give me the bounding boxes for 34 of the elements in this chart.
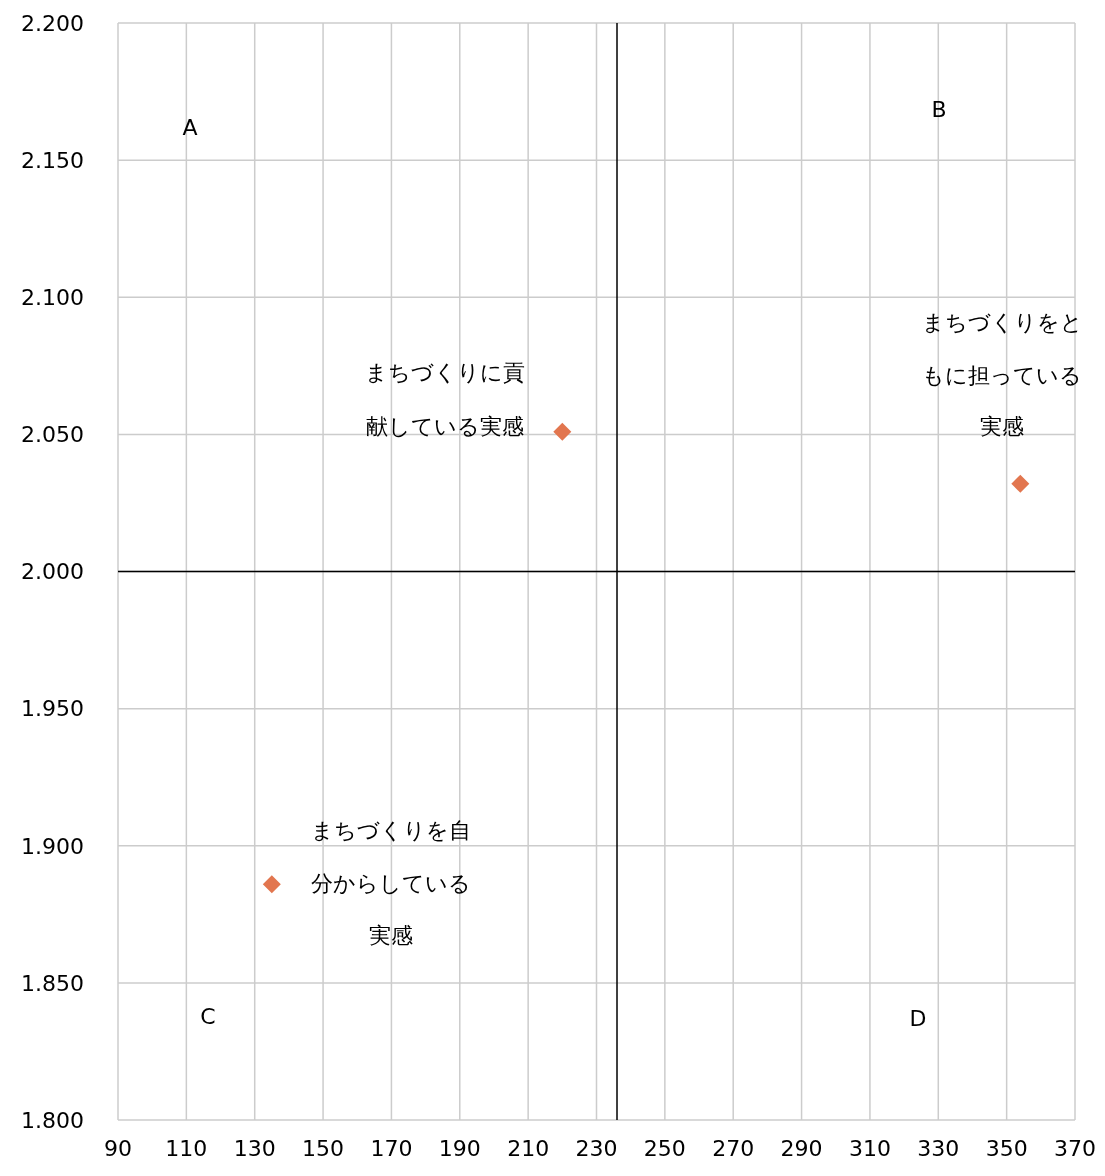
x-tick-label: 230 — [575, 1135, 618, 1161]
x-tick-label: 330 — [917, 1135, 960, 1161]
x-tick-label: 310 — [848, 1135, 891, 1161]
y-tick-label: 2.050 — [21, 422, 84, 448]
y-tick-label: 2.150 — [21, 147, 84, 173]
y-tick-label: 2.000 — [21, 559, 84, 585]
x-tick-label: 110 — [165, 1135, 208, 1161]
x-tick-label: 190 — [438, 1135, 481, 1161]
annotation: D — [908, 1005, 928, 1033]
text: まちづくりを自分からしている実感 — [310, 818, 471, 949]
x-tick-label: 370 — [1054, 1135, 1096, 1161]
y-tick-label: 2.200 — [21, 10, 84, 36]
y-tick-label: 2.100 — [21, 285, 84, 311]
x-tick-label: 130 — [233, 1135, 276, 1161]
x-tick-label: 290 — [780, 1135, 823, 1161]
x-tick-label: 170 — [370, 1135, 413, 1161]
y-tick-label: 1.950 — [21, 696, 84, 722]
y-tick-label: 1.900 — [21, 833, 84, 859]
x-tick-label: 250 — [643, 1135, 686, 1161]
annotation: A — [181, 114, 199, 142]
x-tick-label: 270 — [712, 1135, 755, 1161]
x-tick-label: 90 — [104, 1135, 132, 1161]
annotation: B — [930, 96, 948, 124]
x-tick-label: 210 — [507, 1135, 550, 1161]
text: まちづくりをともに担っている実感 — [921, 309, 1083, 439]
annotation: C — [199, 1003, 217, 1031]
text: まちづくりに貢献している実感 — [365, 359, 526, 439]
x-tick-label: 350 — [985, 1135, 1028, 1161]
x-tick-label: 150 — [302, 1135, 345, 1161]
point — [262, 875, 281, 894]
point — [1011, 474, 1030, 493]
point — [553, 422, 572, 441]
y-tick-label: 1.850 — [21, 970, 84, 996]
y-tick-label: 1.800 — [21, 1107, 84, 1133]
